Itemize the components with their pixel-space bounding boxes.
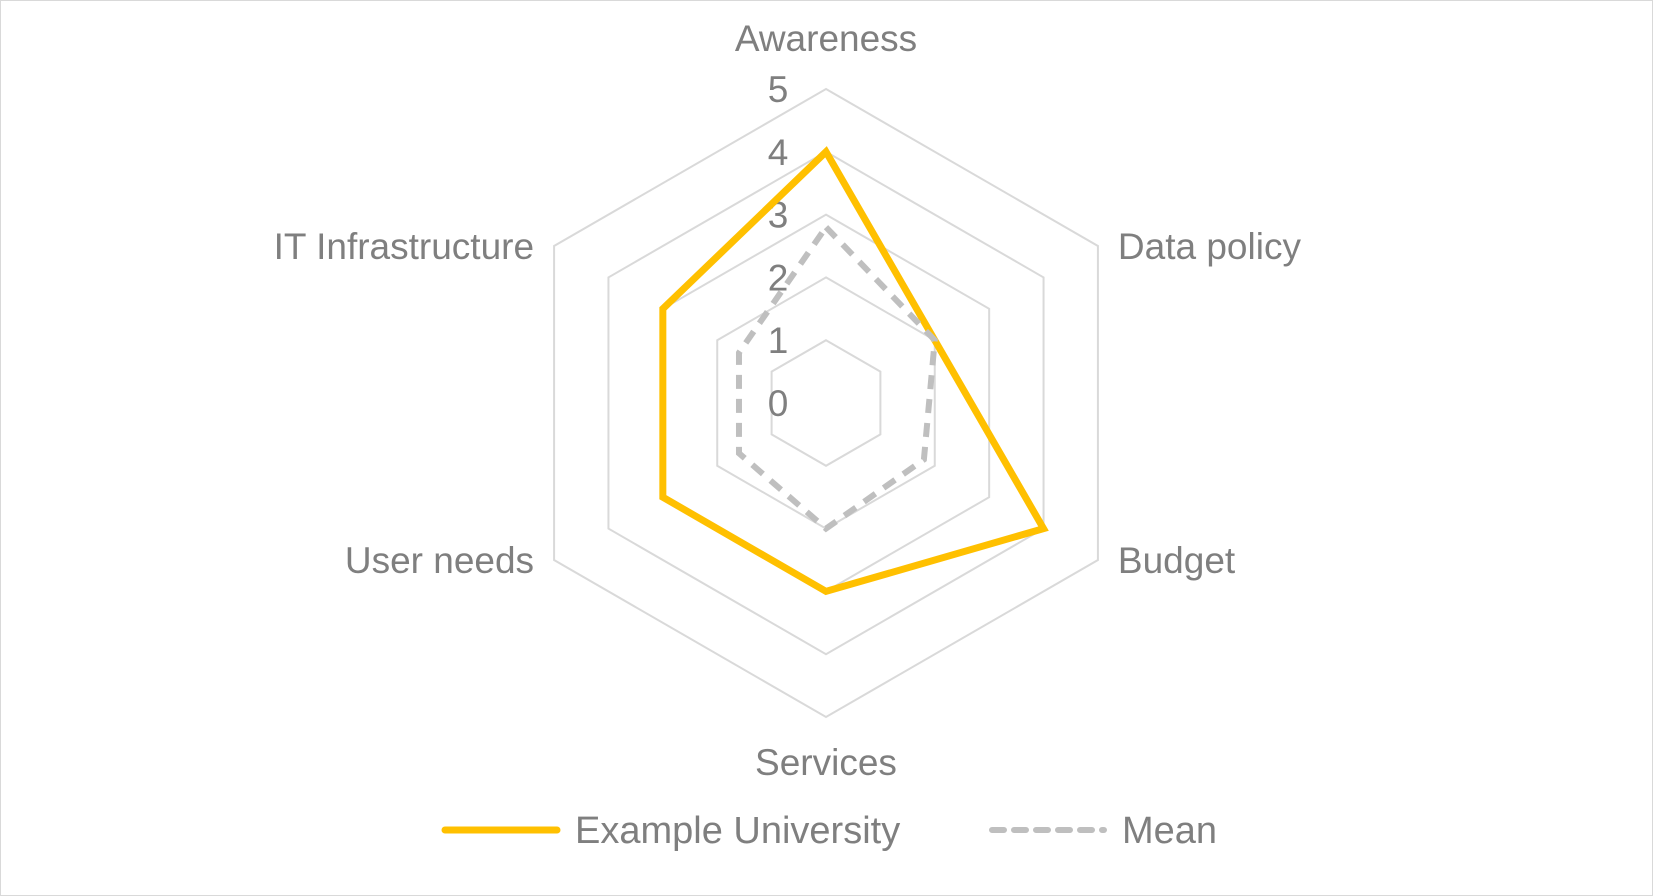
axis-label-4: User needs: [345, 540, 534, 581]
legend-label-1: Mean: [1122, 810, 1217, 852]
tick-label-1: 1: [768, 320, 789, 361]
legend: Example University Mean: [441, 810, 1217, 852]
series-line-1: [735, 222, 938, 533]
axis-label-2: Budget: [1118, 540, 1236, 581]
series-group: [659, 146, 1049, 596]
radar-grid: [553, 87, 1099, 719]
legend-label-0: Example University: [575, 810, 900, 852]
axis-labels: Awareness Data policy Budget Services User n…: [274, 18, 1302, 783]
tick-label-4: 4: [768, 132, 789, 173]
grid-ring-1: [770, 339, 882, 467]
axis-label-1: Data policy: [1118, 226, 1302, 267]
tick-label-2: 2: [768, 257, 789, 298]
tick-label-0: 0: [768, 383, 789, 424]
grid-ring-2: [716, 276, 936, 530]
series-line-0: [659, 146, 1049, 596]
grid-ring-3: [661, 213, 991, 593]
axis-label-0: Awareness: [735, 18, 917, 59]
grid-ring-5: [553, 87, 1099, 719]
grid-ring-4: [607, 150, 1045, 656]
axis-label-3: Services: [755, 742, 897, 783]
axis-label-5: IT Infrastructure: [274, 226, 534, 267]
tick-label-5: 5: [768, 69, 789, 110]
